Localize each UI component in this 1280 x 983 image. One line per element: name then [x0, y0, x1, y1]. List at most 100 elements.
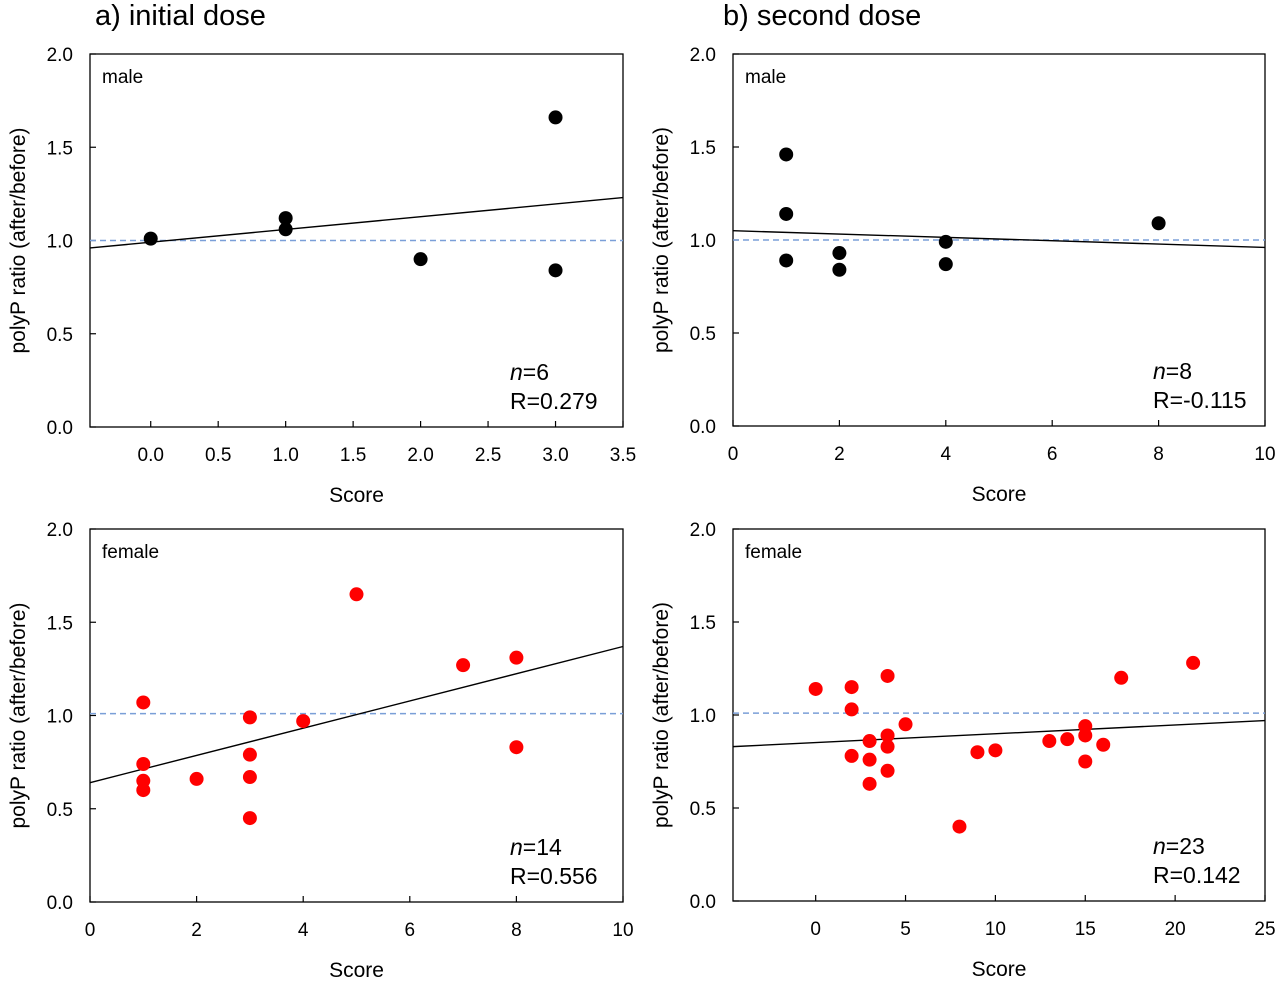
data-point	[970, 745, 985, 760]
x-tick-label: 4	[941, 444, 952, 465]
y-tick-label: 2.0	[47, 520, 73, 541]
y-tick-label: 1.5	[690, 613, 716, 634]
x-tick-label: 6	[1047, 444, 1058, 465]
x-tick-label: 2.5	[475, 445, 501, 466]
data-point	[548, 110, 563, 125]
data-point	[938, 234, 953, 249]
data-point	[779, 253, 794, 268]
x-axis-label: Score	[972, 958, 1027, 981]
column-title-second-dose: b) second dose	[723, 0, 921, 32]
x-tick-label: 0.5	[205, 445, 231, 466]
data-point	[862, 734, 877, 749]
data-point	[880, 739, 895, 754]
y-tick-label: 1.0	[47, 232, 73, 253]
data-point	[509, 740, 524, 755]
x-tick-label: 4	[298, 920, 309, 941]
column-title-initial-dose: a) initial dose	[95, 0, 266, 32]
r-label: R=0.556	[510, 863, 598, 889]
x-axis-label: Score	[972, 483, 1027, 506]
data-point	[1042, 734, 1057, 749]
y-tick-label: 0.0	[47, 418, 73, 439]
x-tick-label: 0	[85, 920, 96, 941]
x-tick-label: 3.5	[610, 445, 636, 466]
scatter-panel: 0 5 10 15 20 25 0.0 0.5 1.0 1.5 2.0 Score polyP rati…	[650, 520, 1276, 981]
data-point	[898, 717, 913, 732]
n-value: =8	[1166, 358, 1192, 384]
y-axis-label: polyP ratio (after/before)	[650, 602, 673, 828]
data-point	[880, 763, 895, 778]
data-point	[548, 263, 563, 278]
data-point	[862, 776, 877, 791]
x-tick-label: 2	[834, 444, 845, 465]
data-point	[832, 262, 847, 277]
y-tick-label: 0.5	[690, 799, 716, 820]
y-axis-label: polyP ratio (after/before)	[7, 127, 30, 353]
data-point	[938, 257, 953, 272]
x-tick-label: 1.5	[340, 445, 366, 466]
regression-line	[89, 645, 624, 784]
data-point	[456, 658, 471, 673]
data-point	[296, 714, 311, 729]
y-tick-label: 2.0	[690, 520, 716, 541]
regression-line	[732, 719, 1266, 748]
data-point	[844, 680, 859, 695]
n-label: n=23	[1153, 833, 1205, 859]
x-tick-label: 2	[191, 920, 202, 941]
group-label: female	[102, 542, 159, 563]
x-tick-label: 2.0	[407, 445, 433, 466]
data-point	[413, 252, 428, 267]
y-tick-label: 0.5	[690, 324, 716, 345]
y-tick-label: 2.0	[47, 45, 73, 66]
data-point	[779, 147, 794, 162]
data-point	[832, 246, 847, 261]
x-tick-label: 0.0	[138, 445, 164, 466]
scatter-panel: 0.0 0.5 1.0 1.5 2.0 2.5 3.0 3.5 0.0 0.5 1.0 1.5 2.0 S…	[7, 45, 636, 507]
x-tick-label: 1.0	[272, 445, 298, 466]
data-point	[143, 231, 158, 246]
x-tick-label: 0	[810, 919, 821, 940]
n-label: n=6	[510, 359, 549, 385]
x-axis-label: Score	[329, 959, 384, 982]
y-tick-label: 0.0	[47, 893, 73, 914]
data-point	[509, 650, 524, 665]
n-symbol: n	[1153, 358, 1166, 384]
data-point	[988, 743, 1003, 758]
x-tick-label: 20	[1165, 919, 1186, 940]
data-point	[844, 702, 859, 717]
data-point	[1096, 737, 1111, 752]
panels: 0.0 0.5 1.0 1.5 2.0 2.5 3.0 3.5 0.0 0.5 1.0 1.5 2.0 S…	[7, 45, 1276, 982]
data-point	[880, 668, 895, 683]
group-label: female	[745, 542, 802, 563]
data-point	[136, 695, 151, 710]
scatter-panel: 0 2 4 6 8 10 0.0 0.5 1.0 1.5 2.0 Score polyP ratio (…	[650, 45, 1276, 506]
y-tick-label: 0.0	[690, 417, 716, 438]
y-tick-label: 1.5	[47, 138, 73, 159]
y-tick-label: 2.0	[690, 45, 716, 66]
data-point	[862, 752, 877, 767]
data-point	[349, 587, 364, 602]
data-point	[1151, 216, 1166, 231]
x-tick-label: 8	[1153, 444, 1164, 465]
group-label: male	[102, 67, 143, 88]
data-point	[278, 211, 293, 226]
y-tick-label: 0.5	[47, 325, 73, 346]
data-point	[242, 710, 257, 725]
x-tick-label: 8	[511, 920, 522, 941]
r-label: R=0.142	[1153, 862, 1241, 888]
data-point	[136, 756, 151, 771]
y-tick-label: 1.0	[690, 231, 716, 252]
data-point	[1060, 732, 1075, 747]
x-axis-label: Score	[329, 484, 384, 507]
data-point	[844, 748, 859, 763]
data-point	[880, 728, 895, 743]
data-point	[242, 770, 257, 785]
y-tick-label: 0.5	[47, 800, 73, 821]
data-point	[1078, 728, 1093, 743]
data-point	[779, 206, 794, 221]
data-point	[278, 222, 293, 237]
x-tick-label: 15	[1075, 919, 1096, 940]
r-label: R=-0.115	[1153, 387, 1247, 413]
group-label: male	[745, 67, 786, 88]
y-tick-label: 1.0	[690, 706, 716, 727]
